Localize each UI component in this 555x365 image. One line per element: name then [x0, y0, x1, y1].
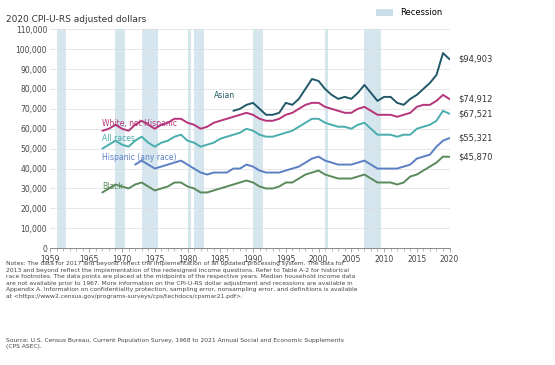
Bar — [253, 29, 263, 248]
Text: $74,912: $74,912 — [458, 95, 492, 104]
Text: White, not Hispanic: White, not Hispanic — [102, 119, 178, 128]
Text: $45,870: $45,870 — [458, 152, 492, 161]
Text: 2020 CPI-U-RS adjusted dollars: 2020 CPI-U-RS adjusted dollars — [6, 15, 146, 24]
Bar — [365, 29, 381, 248]
Bar — [188, 29, 191, 248]
Text: $67,521: $67,521 — [458, 109, 492, 118]
Text: Black: Black — [102, 182, 123, 192]
Text: Asian: Asian — [214, 91, 235, 100]
Bar — [57, 29, 67, 248]
Text: Notes: The data for 2017 and beyond reflect the implementation of an updated pro: Notes: The data for 2017 and beyond refl… — [6, 261, 357, 299]
Bar — [194, 29, 204, 248]
Text: $94,903: $94,903 — [458, 55, 492, 64]
Text: Source: U.S. Census Bureau, Current Population Survey, 1968 to 2021 Annual Socia: Source: U.S. Census Bureau, Current Popu… — [6, 338, 344, 349]
Bar — [142, 29, 158, 248]
Text: $55,321: $55,321 — [458, 134, 492, 143]
Bar — [115, 29, 125, 248]
Legend: Recession: Recession — [373, 5, 445, 20]
Text: All races: All races — [102, 134, 135, 143]
Bar — [325, 29, 329, 248]
Text: Hispanic (any race): Hispanic (any race) — [102, 153, 177, 162]
